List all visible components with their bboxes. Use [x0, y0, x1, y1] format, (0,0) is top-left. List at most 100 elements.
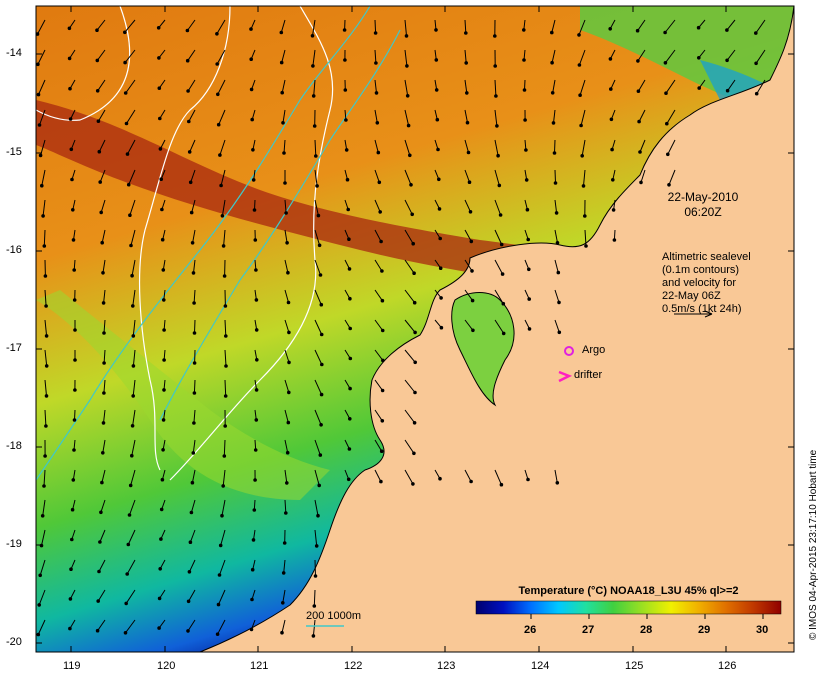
velocity-arrow-head	[464, 61, 469, 65]
velocity-arrow-head	[254, 358, 259, 362]
velocity-arrow	[404, 379, 416, 393]
velocity-arrow	[102, 259, 106, 273]
velocity-arrow-head	[96, 599, 100, 603]
velocity-arrow	[224, 319, 227, 337]
velocity-arrow-head	[72, 268, 76, 272]
velocity-arrow	[464, 319, 474, 331]
velocity-arrow	[43, 229, 46, 247]
velocity-arrow-head	[100, 240, 104, 245]
velocity-arrow-head	[345, 177, 350, 182]
velocity-arrow	[637, 19, 646, 31]
velocity-arrow-head	[499, 242, 504, 247]
velocity-arrow-head	[187, 119, 191, 124]
velocity-arrow-head	[162, 298, 166, 302]
velocity-arrow	[464, 49, 467, 63]
velocity-arrow	[218, 109, 226, 125]
velocity-arrow-head	[44, 334, 49, 338]
velocity-arrow	[314, 349, 323, 365]
velocity-arrow-head	[348, 326, 353, 331]
velocity-arrow-head	[131, 364, 136, 368]
lon-label: 119	[63, 660, 81, 672]
drifter-marker	[558, 370, 573, 383]
velocity-arrow-head	[612, 238, 617, 242]
velocity-arrow-head	[69, 147, 74, 152]
velocity-arrow	[578, 19, 586, 36]
velocity-info: Altimetric sealevel (0.1m contours) and …	[662, 251, 751, 316]
velocity-arrow-head	[95, 628, 100, 633]
velocity-arrow	[39, 559, 46, 576]
velocity-arrow-head	[72, 418, 77, 422]
velocity-arrow-head	[405, 94, 410, 98]
velocity-arrow	[124, 49, 136, 63]
lat-label: -19	[6, 538, 22, 550]
velocity-arrow	[551, 49, 556, 63]
velocity-arrow-head	[550, 30, 554, 35]
velocity-arrow-head	[42, 244, 47, 248]
velocity-arrow-head	[470, 269, 474, 273]
velocity-arrow-head	[346, 207, 351, 212]
velocity-arrow-head	[44, 424, 48, 428]
velocity-arrow	[103, 409, 106, 423]
velocity-arrow	[282, 109, 286, 123]
velocity-arrow	[404, 409, 416, 424]
velocity-arrow	[42, 199, 46, 216]
velocity-arrow-head	[41, 214, 45, 218]
velocity-arrow	[404, 229, 414, 244]
velocity-arrow-head	[377, 180, 382, 185]
velocity-arrow	[187, 619, 196, 632]
velocity-arrow-head	[287, 330, 291, 335]
velocity-arrow-head	[610, 147, 614, 152]
velocity-arrow-head	[608, 27, 613, 31]
velocity-arrow-head	[316, 213, 321, 218]
velocity-arrow-head	[663, 61, 668, 65]
velocity-arrow	[281, 619, 286, 633]
velocity-arrow-head	[379, 239, 383, 244]
velocity-arrow-head	[311, 634, 316, 638]
velocity-arrow	[464, 79, 468, 93]
velocity-arrow-head	[381, 358, 385, 363]
velocity-arrow	[190, 499, 196, 513]
velocity-arrow-head	[36, 92, 41, 97]
velocity-arrow	[103, 349, 106, 364]
velocity-arrow	[312, 19, 316, 36]
velocity-arrow-head	[466, 150, 471, 155]
map-frame	[35, 5, 795, 653]
velocity-arrow	[464, 169, 470, 183]
velocity-arrow-head	[577, 63, 582, 67]
velocity-arrow-head	[412, 300, 417, 305]
velocity-arrow-head	[102, 361, 106, 365]
velocity-arrow-head	[314, 154, 318, 158]
velocity-arrow-head	[70, 177, 74, 182]
velocity-arrow-head	[412, 271, 416, 276]
velocity-arrow-head	[191, 451, 196, 455]
velocity-arrow	[314, 169, 318, 186]
velocity-arrow-head	[435, 117, 440, 122]
velocity-arrow	[494, 289, 504, 304]
velocity-arrow-head	[316, 513, 320, 518]
velocity-arrow	[132, 289, 136, 306]
velocity-arrow	[726, 19, 736, 31]
velocity-arrow-head	[412, 451, 416, 456]
velocity-arrow	[313, 79, 316, 96]
velocity-arrow	[404, 139, 411, 156]
velocity-arrow-head	[635, 28, 640, 33]
velocity-arrow-head	[216, 602, 221, 607]
velocity-arrow	[193, 289, 196, 304]
velocity-arrow-head	[347, 237, 351, 241]
velocity-arrow	[281, 49, 286, 63]
velocity-arrow-head	[611, 178, 615, 182]
velocity-arrow	[38, 79, 46, 95]
velocity-arrow-head	[527, 327, 532, 331]
velocity-arrow	[42, 499, 46, 516]
velocity-arrow-head	[494, 94, 498, 98]
velocity-arrow	[314, 319, 323, 335]
velocity-arrow	[103, 379, 106, 394]
velocity-arrow	[187, 49, 196, 61]
velocity-arrow-head	[287, 360, 291, 365]
velocity-arrow	[464, 19, 467, 34]
velocity-arrow	[554, 139, 556, 154]
velocity-arrow-head	[36, 632, 41, 637]
velocity-arrow	[494, 229, 503, 245]
velocity-arrow	[554, 169, 556, 184]
velocity-arrow-head	[281, 121, 285, 125]
